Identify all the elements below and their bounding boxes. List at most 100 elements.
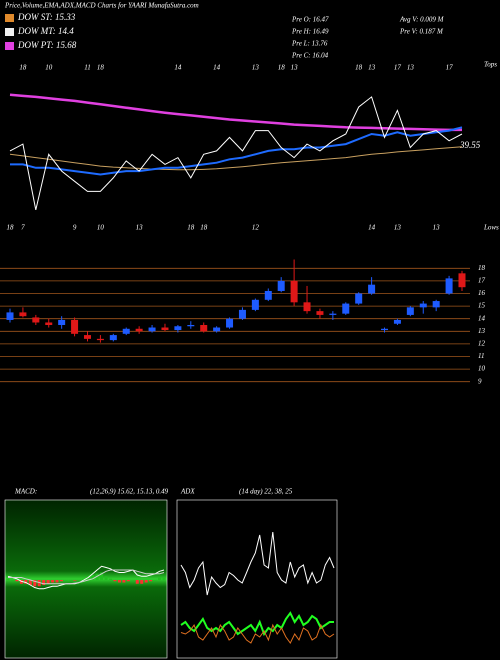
histogram-bar	[15, 580, 19, 582]
candle-body	[19, 312, 27, 317]
histogram-bar	[135, 580, 139, 584]
candle-body	[83, 335, 91, 339]
stat: Pre C: 16.04	[291, 52, 329, 60]
y-tick-label: 17	[478, 277, 486, 285]
top-date-label: 13	[291, 64, 299, 72]
y-tick-label: 12	[478, 340, 486, 348]
series-line	[180, 623, 335, 644]
candle-body	[419, 303, 427, 308]
candle-body	[445, 278, 453, 294]
y-tick-label: 16	[478, 289, 486, 297]
candle-body	[458, 273, 466, 288]
candle-body	[148, 327, 156, 332]
top-date-label: 18	[97, 64, 105, 72]
top-date-label: 18	[19, 64, 27, 72]
candle-body	[393, 319, 401, 324]
histogram-bar	[91, 575, 95, 580]
histogram-bar	[28, 580, 32, 585]
histogram-bar	[73, 580, 77, 581]
histogram-bar	[55, 580, 59, 583]
top-date-label: 13	[252, 64, 260, 72]
histogram-bar	[131, 580, 135, 581]
bottom-date-label: 13	[136, 224, 144, 232]
top-date-label: 17	[446, 64, 454, 72]
adx-panel	[176, 499, 338, 659]
y-tick-label: 18	[478, 264, 486, 272]
histogram-bar	[86, 577, 90, 580]
series-line	[9, 96, 463, 211]
histogram-bar	[77, 580, 81, 581]
price-note: 39.55	[459, 140, 481, 150]
stat: Pre V: 0.187 M	[399, 28, 444, 36]
histogram-bar	[64, 580, 68, 581]
candle-body	[122, 328, 130, 334]
top-date-label: 17	[394, 64, 402, 72]
y-tick-label: 11	[478, 352, 484, 360]
candle-body	[290, 280, 298, 303]
histogram-bar	[82, 578, 86, 580]
legend-label: DOW MT: 14.4	[17, 26, 74, 36]
top-date-label: 10	[45, 64, 53, 72]
top-date-label: 11	[84, 64, 90, 72]
candle-body	[432, 301, 440, 308]
top-date-label: 13	[407, 64, 415, 72]
histogram-bar	[144, 580, 148, 583]
bottom-date-label: 12	[252, 224, 260, 232]
y-tick-label: 9	[478, 377, 482, 385]
stat: Pre H: 16.49	[291, 28, 329, 36]
stat: Pre O: 16.47	[291, 16, 329, 24]
candle-body	[32, 317, 40, 323]
panel-subtitle: (12,26,9) 15.62, 15.13, 0.49	[90, 488, 169, 496]
y-tick-label: 13	[478, 327, 486, 335]
legend-swatch	[5, 42, 14, 50]
histogram-bar	[46, 580, 50, 584]
series-line	[7, 565, 165, 590]
histogram-bar	[153, 580, 157, 581]
stat: Pre L: 13.76	[291, 40, 328, 48]
bottom-date-label: 7	[21, 224, 25, 232]
candle-body	[316, 311, 324, 315]
histogram-bar	[158, 577, 162, 580]
top-date-label: 14	[174, 64, 182, 72]
histogram-bar	[100, 572, 104, 580]
candle-body	[277, 280, 285, 291]
y-tick-label: 10	[478, 365, 486, 373]
bottom-date-label: 13	[433, 224, 441, 232]
candle-body	[96, 338, 104, 341]
bottom-date-label: 18	[200, 224, 208, 232]
lows-note: Lows	[483, 224, 499, 232]
series-line	[9, 93, 462, 132]
series-line	[10, 126, 463, 176]
histogram-bar	[33, 580, 37, 587]
tops-note: Tops	[484, 61, 497, 69]
candle-body	[109, 335, 117, 341]
histogram-bar	[117, 580, 121, 583]
top-date-label: 18	[278, 64, 286, 72]
histogram-bar	[10, 580, 14, 581]
legend-swatch	[5, 14, 14, 22]
candle-body	[200, 325, 208, 332]
candle-body	[213, 327, 221, 332]
candle-body	[174, 326, 182, 331]
legend-swatch	[5, 28, 14, 36]
histogram-bar	[6, 578, 10, 580]
candle-body	[135, 328, 143, 332]
candle-body	[303, 302, 311, 312]
bottom-date-label: 14	[368, 224, 376, 232]
candle-body	[355, 293, 363, 304]
candle-body	[187, 325, 195, 327]
bottom-date-label: 18	[187, 224, 195, 232]
page-title: Price,Volume,EMA,ADX,MACD Charts for YAA…	[4, 2, 199, 10]
legend-label: DOW ST: 15.33	[17, 12, 76, 22]
series-line	[180, 531, 335, 596]
candle-body	[58, 319, 66, 325]
stat: Avg V: 0.009 M	[399, 16, 445, 24]
top-date-label: 18	[355, 64, 363, 72]
candle-body	[329, 313, 337, 315]
panel-subtitle: (14 day) 22, 38, 25	[239, 488, 293, 496]
histogram-bar	[68, 580, 72, 581]
histogram-bar	[149, 580, 153, 582]
candle-body	[264, 290, 272, 300]
y-tick-label: 15	[478, 302, 486, 310]
